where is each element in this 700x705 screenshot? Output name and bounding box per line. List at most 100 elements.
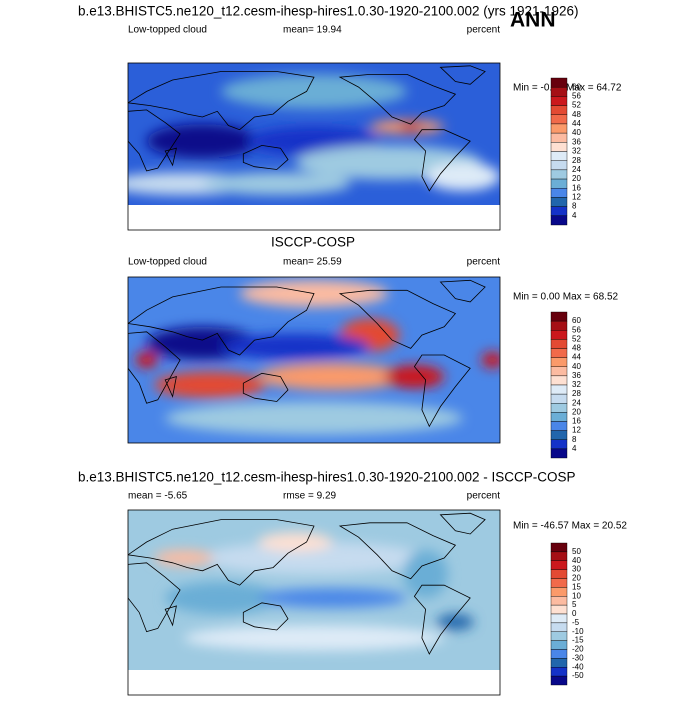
coastline (413, 354, 471, 428)
color-box (550, 667, 568, 677)
field-blob (384, 364, 445, 389)
colorbar-label: 12 (572, 426, 581, 435)
colorbar-label: 0 (572, 609, 577, 618)
map-field (128, 510, 500, 670)
color-box (550, 551, 568, 561)
color-box (550, 123, 568, 134)
colorbar-label: 24 (572, 165, 581, 174)
color-box (550, 384, 568, 395)
colorbar-label: 36 (572, 371, 581, 380)
coastline (338, 289, 457, 349)
field-blob (135, 351, 158, 369)
color-box (550, 77, 568, 88)
colorbar-label: -15 (572, 636, 584, 645)
color-box (550, 206, 568, 217)
color-box (550, 105, 568, 115)
colorbar-label: -40 (572, 662, 584, 671)
color-box (550, 151, 568, 161)
color-box (550, 311, 568, 322)
color-box (550, 215, 568, 226)
coastline (338, 522, 457, 580)
field-blob (165, 401, 463, 435)
colorbar-label: 5 (572, 600, 577, 609)
color-box (550, 640, 568, 650)
coastline (439, 512, 486, 535)
color-box (550, 412, 568, 422)
field-blobs (128, 74, 500, 196)
colorbar-label: 20 (572, 407, 581, 416)
color-box (550, 448, 568, 459)
coastline (439, 65, 486, 85)
map-frame (127, 276, 501, 444)
color-box (550, 188, 568, 198)
colorbar-label: 28 (572, 156, 581, 165)
colorbar-label: -50 (572, 671, 584, 680)
color-box (550, 339, 568, 349)
color-box (550, 114, 568, 125)
colorbar-label: 60 (572, 316, 581, 325)
center-label: rmse = 9.29 (283, 491, 337, 502)
field-blob (403, 550, 448, 598)
coastline (128, 286, 315, 356)
colorbar-label: 8 (572, 202, 577, 211)
field-blob (436, 614, 474, 630)
field-blob (202, 542, 426, 574)
colorbar-label: 28 (572, 389, 581, 398)
center-label: mean= 25.59 (283, 257, 342, 268)
field-blob (146, 124, 259, 159)
color-box (550, 403, 568, 413)
field-blob (183, 625, 445, 651)
color-box (550, 439, 568, 450)
units-label: percent (467, 257, 501, 268)
coastline (128, 562, 181, 633)
colorbar-label: 60 (572, 82, 581, 91)
field-blob (399, 122, 422, 132)
colorbar-label: -20 (572, 645, 584, 654)
color-box (550, 169, 568, 180)
color-box (550, 560, 568, 570)
coastline (128, 71, 315, 131)
coastline (242, 144, 289, 170)
color-box (550, 320, 568, 331)
coastline (413, 129, 471, 192)
panel: b.e13.BHISTC5.ne120_t12.cesm-ihesp-hires… (78, 4, 622, 231)
panel: b.e13.BHISTC5.ne120_t12.cesm-ihesp-hires… (78, 470, 627, 696)
colorbar-label: 15 (572, 582, 581, 591)
field-blob (202, 172, 352, 196)
color-box (550, 658, 568, 668)
colorbar-label: 8 (572, 435, 577, 444)
color-box (550, 622, 568, 632)
map-frame (127, 62, 501, 231)
color-box (550, 569, 568, 579)
colorbar-label: 4 (572, 444, 577, 453)
colorbar-label: 24 (572, 398, 581, 407)
colorbar-label: -10 (572, 627, 584, 636)
colorbar-label: 32 (572, 380, 581, 389)
field-blob (154, 371, 266, 399)
field-blob (258, 532, 333, 552)
color-box (550, 649, 568, 659)
color-box (550, 613, 568, 624)
left-label: Low-topped cloud (128, 257, 207, 268)
colorbar-label: 32 (572, 147, 581, 156)
color-box (550, 366, 568, 377)
color-box (550, 375, 568, 386)
color-box (550, 393, 568, 404)
colorbar-label: 56 (572, 91, 581, 100)
field-blobs (154, 532, 474, 651)
color-box (550, 197, 568, 207)
map-field (128, 277, 500, 443)
panel-title: b.e13.BHISTC5.ne120_t12.cesm-ihesp-hires… (78, 4, 579, 19)
panel-title: b.e13.BHISTC5.ne120_t12.cesm-ihesp-hires… (78, 470, 576, 485)
colorbar-label: 12 (572, 193, 581, 202)
units-label: percent (467, 25, 501, 36)
center-label: mean= 19.94 (283, 25, 342, 36)
min-max: Min = -0.00 Max = 64.72 (513, 83, 622, 94)
field-blob (425, 162, 500, 191)
colorbar-label: 20 (572, 574, 581, 583)
color-box (550, 596, 568, 606)
field-blob (221, 74, 407, 109)
colorbar-label: 4 (572, 211, 577, 220)
color-box (550, 631, 568, 641)
